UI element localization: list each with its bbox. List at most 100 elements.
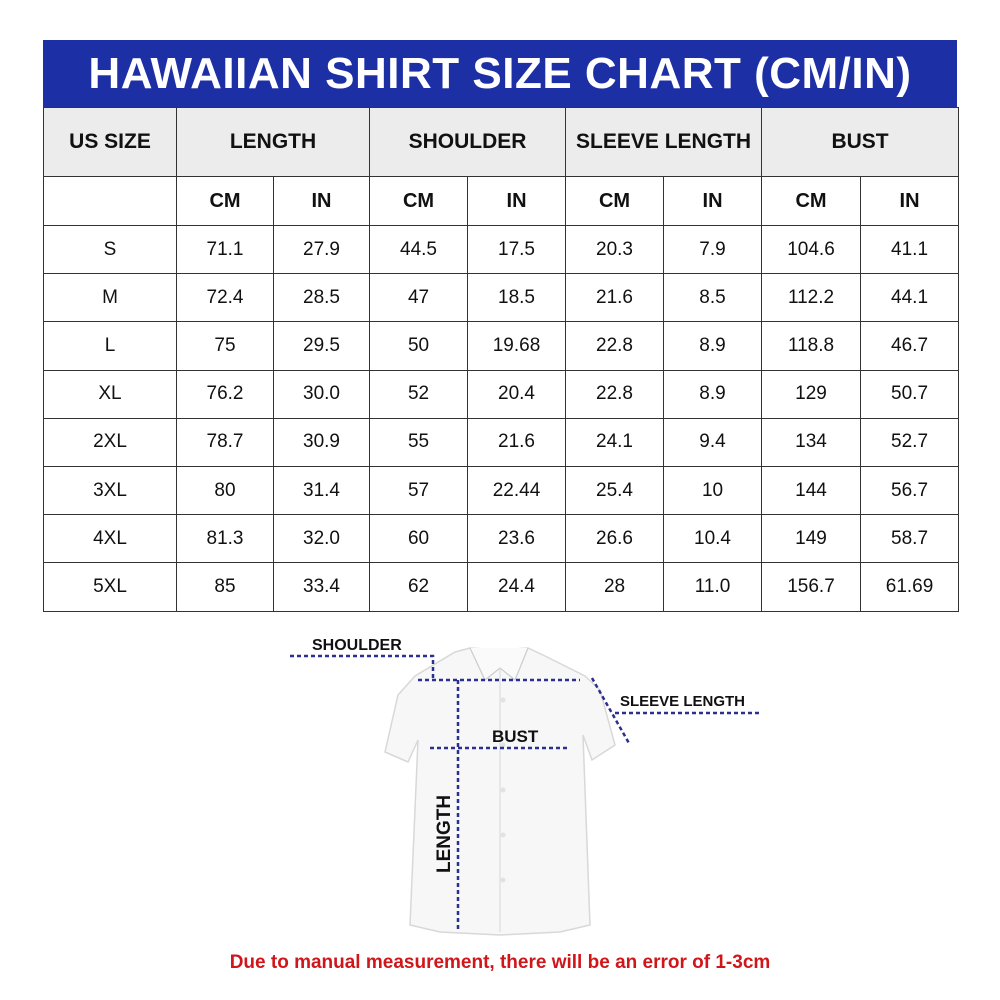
- value-cell: 129: [761, 369, 862, 419]
- table-row: M 72.4 28.5 47 18.5 21.6 8.5 112.2 44.1: [43, 273, 960, 323]
- value-cell: 11.0: [663, 562, 763, 612]
- size-cell: L: [43, 321, 177, 371]
- size-cell: XL: [43, 369, 177, 419]
- table-row: 5XL 85 33.4 62 24.4 28 11.0 156.7 61.69: [43, 562, 960, 612]
- value-cell: 28: [565, 562, 665, 612]
- value-cell: 18.5: [467, 273, 567, 323]
- value-cell: 21.6: [467, 417, 567, 467]
- chart-title: HAWAIIAN SHIRT SIZE CHART (CM/IN): [43, 40, 957, 107]
- value-cell: 156.7: [761, 562, 862, 612]
- value-cell: 10.4: [663, 514, 763, 564]
- value-cell: 26.6: [565, 514, 665, 564]
- value-cell: 81.3: [176, 514, 274, 564]
- value-cell: 27.9: [272, 224, 371, 275]
- sleeve-measure-line: [590, 677, 632, 746]
- header-length: LENGTH: [175, 107, 371, 177]
- value-cell: 118.8: [761, 321, 862, 371]
- unit-header: IN: [467, 176, 567, 226]
- value-cell: 58.7: [860, 514, 960, 564]
- value-cell: 20.3: [565, 224, 665, 275]
- size-cell: 5XL: [43, 562, 177, 612]
- value-cell: 57: [369, 465, 469, 516]
- table-row: XL 76.2 30.0 52 20.4 22.8 8.9 129 50.7: [43, 369, 960, 419]
- value-cell: 17.5: [467, 224, 567, 275]
- value-cell: 32.0: [272, 514, 371, 564]
- table-row: 3XL 80 31.4 57 22.44 25.4 10 144 56.7: [43, 465, 960, 516]
- value-cell: 50: [369, 321, 469, 371]
- value-cell: 76.2: [176, 369, 274, 419]
- value-cell: 20.4: [467, 369, 567, 419]
- value-cell: 41.1: [860, 224, 960, 275]
- shirt-illustration: [384, 647, 616, 936]
- value-cell: 8.9: [663, 369, 763, 419]
- value-cell: 22.44: [467, 465, 567, 516]
- header-sleeve-length: SLEEVE LENGTH: [565, 107, 763, 177]
- measurement-note: Due to manual measurement, there will be…: [229, 952, 771, 973]
- unit-header: CM: [565, 176, 665, 226]
- size-cell: S: [43, 224, 177, 275]
- size-cell: 2XL: [43, 417, 177, 467]
- value-cell: 52.7: [860, 417, 960, 467]
- value-cell: 22.8: [565, 369, 665, 419]
- shoulder-label: SHOULDER: [312, 637, 402, 654]
- value-cell: 24.1: [565, 417, 665, 467]
- value-cell: 55: [369, 417, 469, 467]
- value-cell: 28.5: [272, 273, 371, 323]
- value-cell: 24.4: [467, 562, 567, 612]
- value-cell: 8.9: [663, 321, 763, 371]
- table-row: L 75 29.5 50 19.68 22.8 8.9 118.8 46.7: [43, 321, 960, 371]
- value-cell: 50.7: [860, 369, 960, 419]
- group-header-row: US SIZE LENGTH SHOULDER SLEEVE LENGTH BU…: [43, 107, 960, 177]
- value-cell: 104.6: [761, 224, 862, 275]
- value-cell: 80: [176, 465, 274, 516]
- value-cell: 23.6: [467, 514, 567, 564]
- header-us-size: US SIZE: [43, 107, 177, 177]
- value-cell: 8.5: [663, 273, 763, 323]
- value-cell: 29.5: [272, 321, 371, 371]
- value-cell: 33.4: [272, 562, 371, 612]
- value-cell: 22.8: [565, 321, 665, 371]
- unit-header: CM: [369, 176, 469, 226]
- bust-label: BUST: [492, 727, 539, 746]
- value-cell: 19.68: [467, 321, 567, 371]
- header-shoulder: SHOULDER: [369, 107, 567, 177]
- value-cell: 31.4: [272, 465, 371, 516]
- value-cell: 61.69: [860, 562, 960, 612]
- value-cell: 21.6: [565, 273, 665, 323]
- value-cell: 112.2: [761, 273, 862, 323]
- value-cell: 10: [663, 465, 763, 516]
- unit-header: CM: [176, 176, 274, 226]
- value-cell: 71.1: [176, 224, 274, 275]
- size-cell: 3XL: [43, 465, 177, 516]
- value-cell: 44.1: [860, 273, 960, 323]
- sleeve-length-label: SLEEVE LENGTH: [620, 693, 745, 710]
- unit-header: IN: [272, 176, 371, 226]
- unit-header: CM: [761, 176, 862, 226]
- shoulder-line: [290, 654, 435, 680]
- value-cell: 7.9: [663, 224, 763, 275]
- table-row: 4XL 81.3 32.0 60 23.6 26.6 10.4 149 58.7: [43, 514, 960, 564]
- unit-header: IN: [860, 176, 960, 226]
- value-cell: 44.5: [369, 224, 469, 275]
- table-row: S 71.1 27.9 44.5 17.5 20.3 7.9 104.6 41.1: [43, 224, 960, 275]
- value-cell: 149: [761, 514, 862, 564]
- value-cell: 134: [761, 417, 862, 467]
- size-cell: 4XL: [43, 514, 177, 564]
- size-table: US SIZE LENGTH SHOULDER SLEEVE LENGTH BU…: [43, 107, 960, 612]
- unit-header: IN: [663, 176, 763, 226]
- unit-header-row: CM IN CM IN CM IN CM IN: [43, 176, 960, 226]
- value-cell: 144: [761, 465, 862, 516]
- value-cell: 85: [176, 562, 274, 612]
- value-cell: 30.9: [272, 417, 371, 467]
- value-cell: 30.0: [272, 369, 371, 419]
- value-cell: 60: [369, 514, 469, 564]
- value-cell: 9.4: [663, 417, 763, 467]
- value-cell: 72.4: [176, 273, 274, 323]
- value-cell: 56.7: [860, 465, 960, 516]
- value-cell: 46.7: [860, 321, 960, 371]
- value-cell: 75: [176, 321, 274, 371]
- value-cell: 78.7: [176, 417, 274, 467]
- value-cell: 47: [369, 273, 469, 323]
- shirt-measurement-diagram: SHOULDER SLEEVE LENGTH BUST LENGTH: [290, 637, 762, 936]
- header-bust: BUST: [761, 107, 960, 177]
